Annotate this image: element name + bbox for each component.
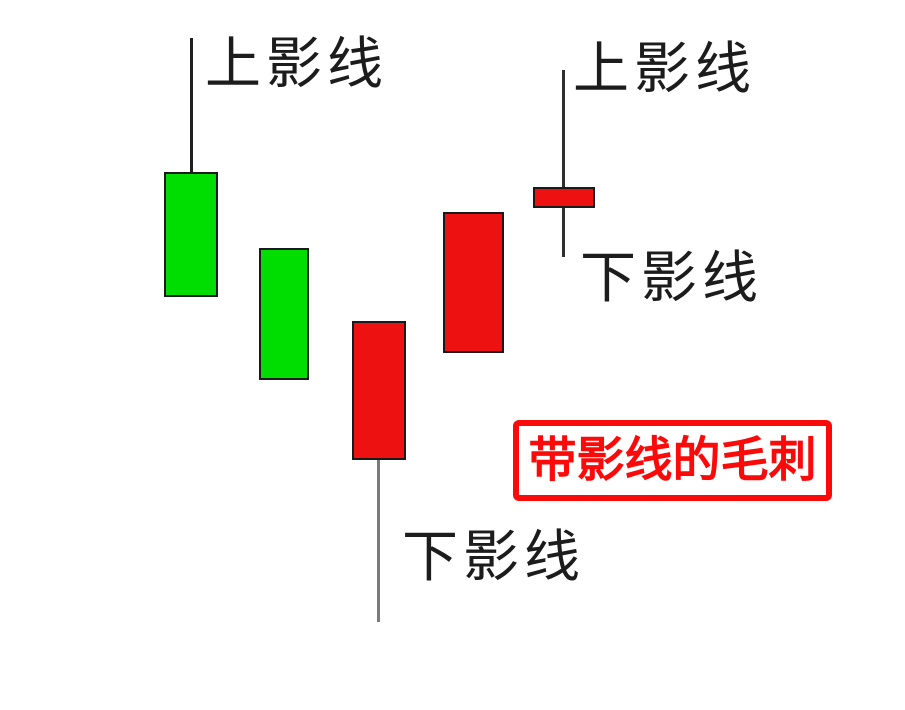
candle-5-body bbox=[533, 187, 595, 208]
candle-1-body bbox=[164, 172, 218, 297]
candle-2-body bbox=[259, 248, 309, 380]
candle-4-body bbox=[443, 212, 504, 353]
upper-shadow-label-right: 上影线 bbox=[573, 39, 756, 101]
candle-5-upper-wick bbox=[562, 70, 565, 189]
candle-3-body bbox=[352, 321, 406, 460]
annotation-box: 带影线的毛刺 bbox=[513, 420, 832, 501]
lower-shadow-label-bottom: 下影线 bbox=[402, 527, 585, 589]
candle-1-upper-wick bbox=[190, 38, 193, 174]
candle-5-lower-wick bbox=[562, 206, 565, 257]
lower-shadow-label-right: 下影线 bbox=[580, 248, 763, 310]
upper-shadow-label-left: 上影线 bbox=[205, 34, 388, 96]
annotation-text: 带影线的毛刺 bbox=[528, 433, 817, 487]
candle-3-lower-wick bbox=[377, 458, 380, 622]
